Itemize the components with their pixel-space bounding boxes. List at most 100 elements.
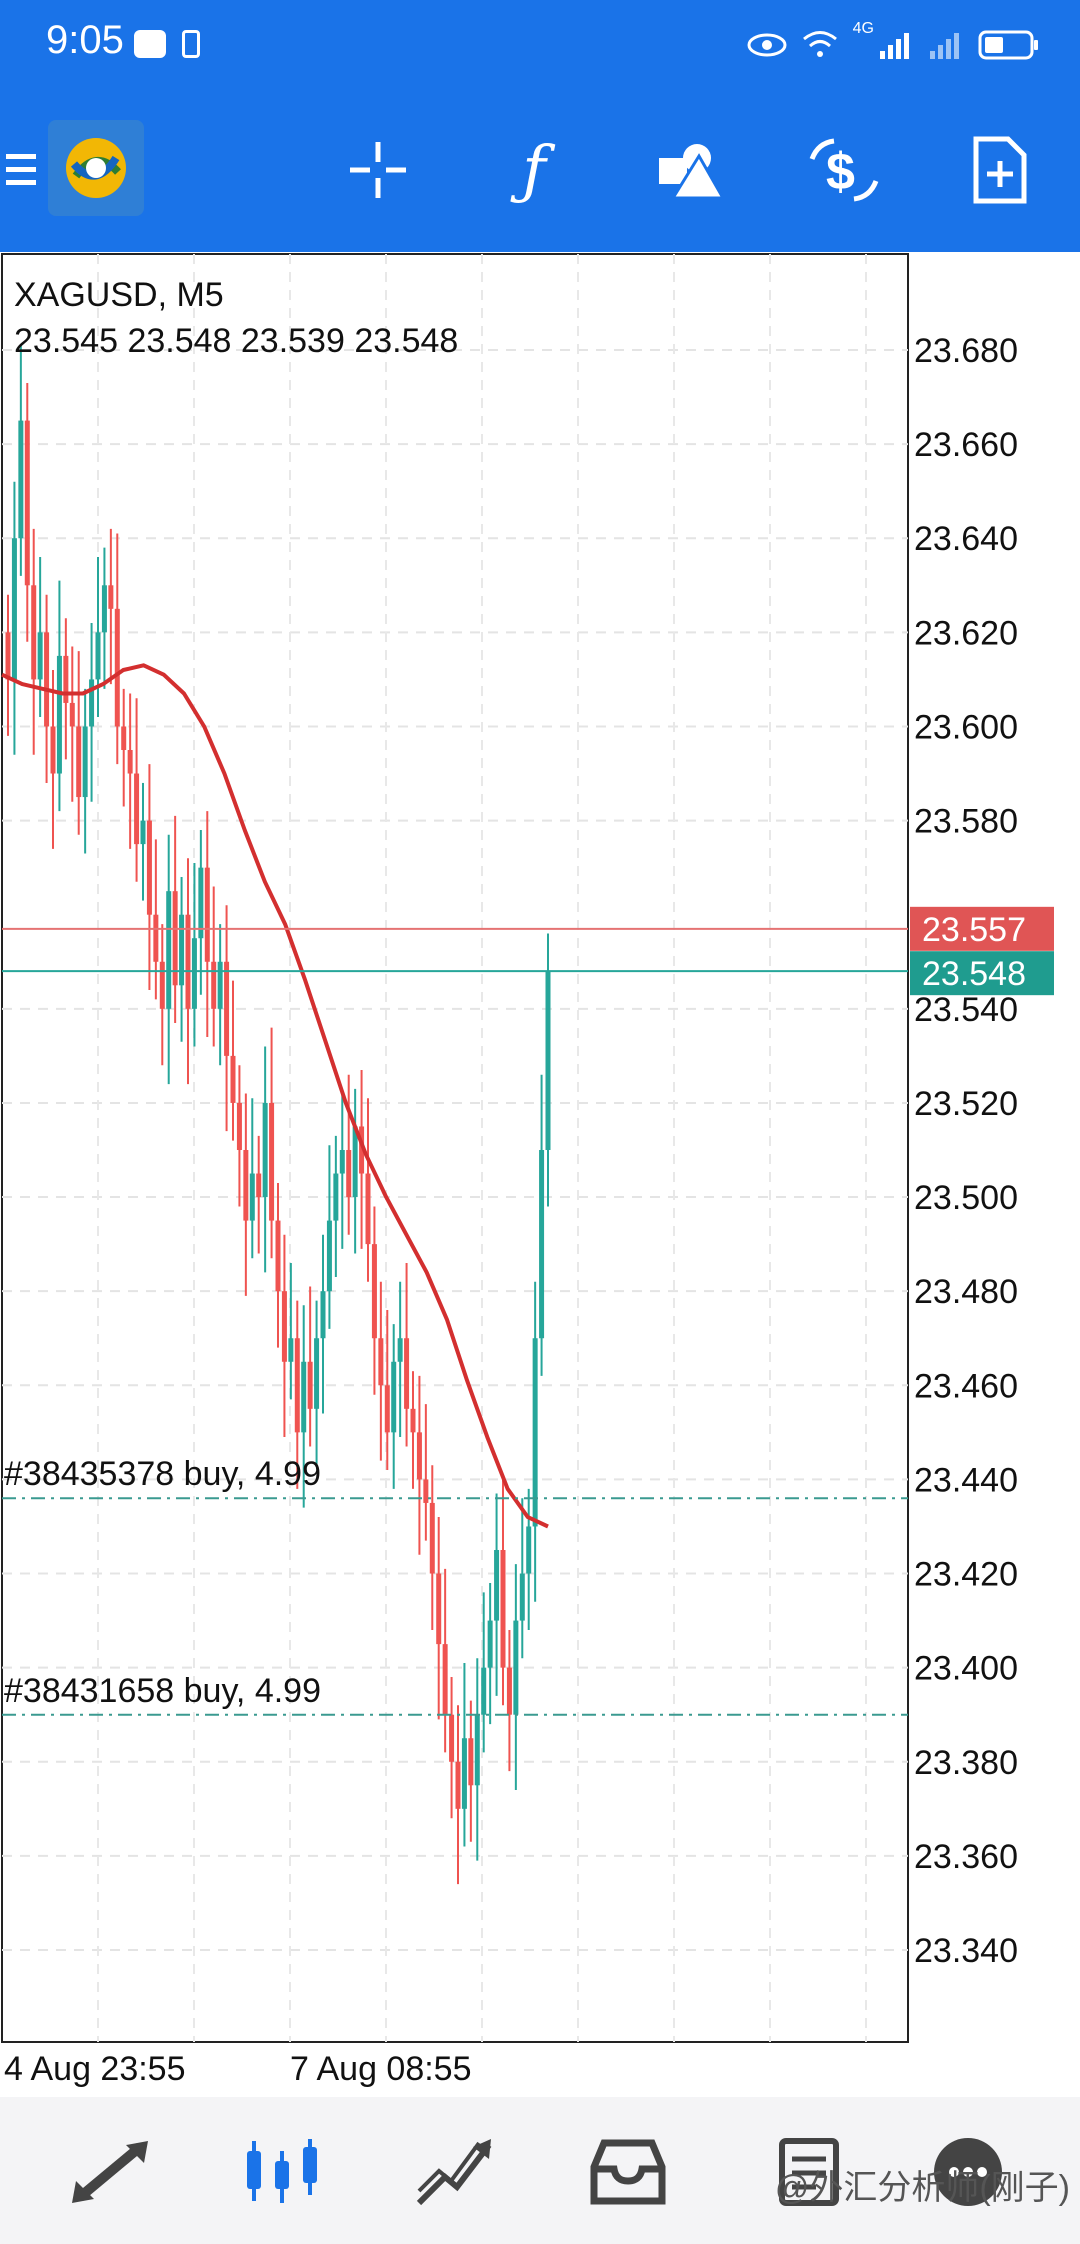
candle-body [185, 914, 191, 1009]
candle-body [166, 891, 172, 1009]
candle-body [37, 632, 43, 680]
history-icon[interactable] [578, 2127, 678, 2217]
candle-body [24, 420, 30, 586]
signal-icon [880, 33, 909, 59]
y-tick-label: 23.520 [914, 1085, 1018, 1123]
trade-icon[interactable]: $ [804, 130, 884, 210]
candle-body [455, 1761, 461, 1809]
candle-body [339, 1150, 345, 1174]
candle-body [474, 1714, 480, 1786]
candle-body [127, 750, 133, 774]
candle-body [532, 1338, 538, 1527]
menu-icon[interactable] [0, 130, 68, 210]
candle-body [18, 420, 24, 539]
candle-body [333, 1173, 339, 1221]
bottom-nav [0, 2097, 1080, 2244]
metatrader-logo[interactable] [48, 120, 144, 216]
candle-body [230, 1055, 236, 1103]
candle-body [236, 1102, 242, 1150]
candle-body [211, 961, 217, 1009]
order-label-1: #38435378 buy, 4.99 [4, 1455, 321, 1493]
candle-body [494, 1550, 500, 1621]
candle-body [179, 914, 185, 986]
y-tick-label: 23.660 [914, 426, 1018, 464]
candle-body [352, 1126, 358, 1198]
candle-body [314, 1338, 320, 1409]
candle-body [281, 1291, 287, 1362]
candle-body [519, 1573, 525, 1621]
candle-body [146, 820, 152, 915]
y-tick-label: 23.480 [914, 1273, 1018, 1311]
candle-body [378, 1338, 384, 1386]
candle-body [449, 1714, 455, 1762]
candle-body [481, 1667, 487, 1715]
ask-price-value: 23.557 [922, 911, 1026, 949]
candle-body [359, 1126, 365, 1174]
candle-body [506, 1667, 512, 1715]
crosshair-icon[interactable] [338, 130, 418, 210]
candle-body [204, 867, 210, 962]
candle-body [384, 1385, 390, 1433]
y-tick-label: 23.600 [914, 708, 1018, 746]
candle-body [249, 1173, 255, 1221]
candle-body [365, 1173, 371, 1245]
candle-body [275, 1220, 281, 1292]
candle-body [461, 1738, 467, 1809]
quotes-icon[interactable] [60, 2127, 160, 2217]
x-tick-label: 4 Aug 23:55 [4, 2050, 186, 2088]
candle-body [468, 1738, 474, 1786]
y-tick-label: 23.680 [914, 332, 1018, 370]
y-tick-label: 23.360 [914, 1838, 1018, 1876]
x-tick-label: 7 Aug 08:55 [290, 2050, 472, 2088]
candle-body [198, 867, 204, 939]
objects-icon[interactable] [648, 130, 728, 210]
candle-body [191, 938, 197, 1009]
candle-body [11, 538, 17, 680]
candle-body [513, 1620, 519, 1715]
moving-average-line [1, 663, 549, 1529]
indicators-icon[interactable]: ƒ [522, 133, 546, 207]
candle-body [217, 961, 223, 1009]
status-time: 9:05 [46, 18, 124, 62]
bid-price-tag [910, 951, 1054, 996]
y-tick-label: 23.380 [914, 1744, 1018, 1782]
candle-body [500, 1550, 506, 1668]
candle-body [121, 726, 127, 750]
huawei-store-icon [134, 30, 166, 58]
settings-icon[interactable] [918, 2127, 1018, 2217]
candle-body [487, 1620, 493, 1668]
candle-body [416, 1432, 422, 1480]
toolbar: ƒ $ [0, 90, 1080, 252]
candle-body [320, 1291, 326, 1339]
candle-body [172, 891, 178, 986]
candle-body [224, 961, 230, 1056]
candle-body [288, 1338, 294, 1362]
chart-icon[interactable] [232, 2127, 332, 2217]
candle-body [82, 726, 88, 798]
candle-body [76, 726, 82, 798]
candle-body [89, 679, 95, 727]
candle-body [307, 1361, 313, 1409]
trade-nav-icon[interactable] [405, 2127, 505, 2217]
candle-body [56, 655, 62, 774]
candle-body [346, 1150, 352, 1198]
new-order-icon[interactable] [960, 130, 1040, 210]
candle-body [371, 1244, 377, 1339]
wifi-icon [802, 31, 837, 57]
candle-body [397, 1338, 403, 1362]
y-tick-label: 23.420 [914, 1556, 1018, 1594]
network-label: 4G [852, 20, 874, 37]
y-tick-label: 23.440 [914, 1461, 1018, 1499]
candle-body [69, 702, 75, 727]
candle-body [326, 1220, 332, 1292]
candle-body [256, 1173, 262, 1198]
messages-icon[interactable] [758, 2127, 858, 2217]
order-label-2: #38431658 buy, 4.99 [4, 1672, 321, 1710]
candle-body [545, 971, 551, 1150]
candle-body [442, 1644, 448, 1715]
candle-body [410, 1408, 416, 1433]
candle-body [391, 1361, 397, 1433]
y-tick-label: 23.460 [914, 1367, 1018, 1405]
status-icons: 4G [747, 20, 1040, 70]
